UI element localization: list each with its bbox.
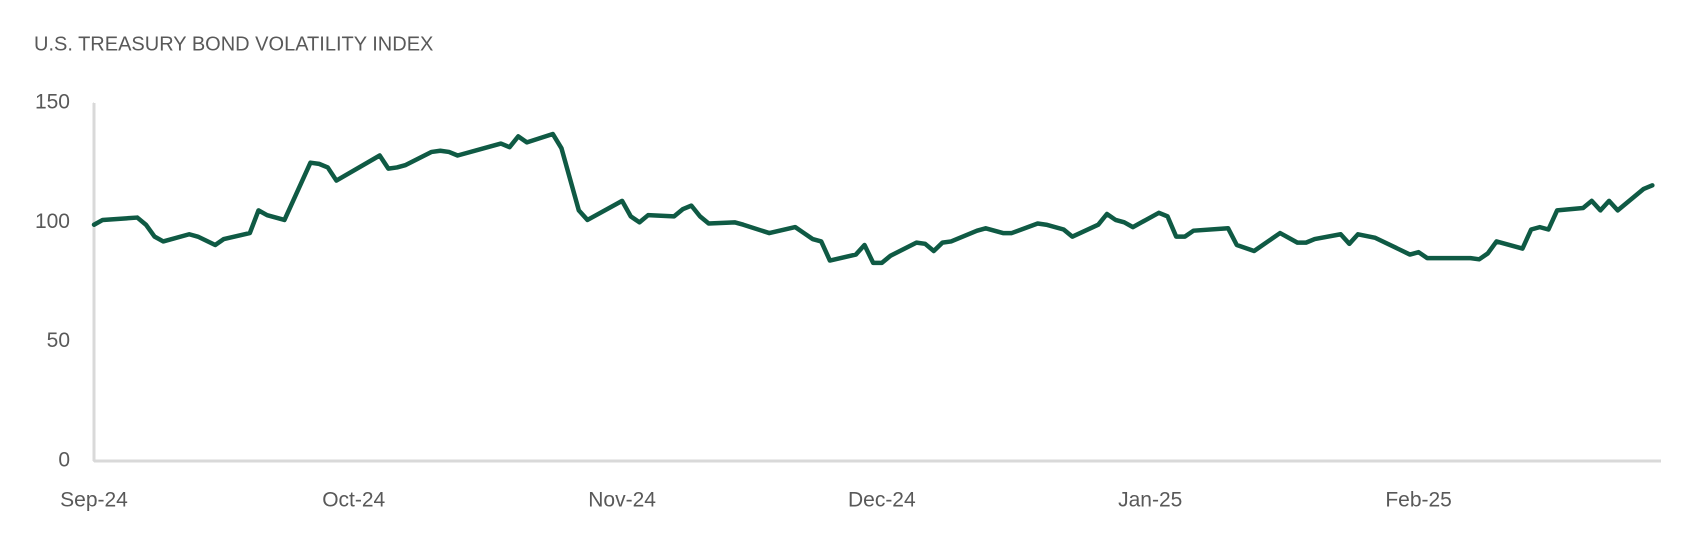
x-tick-label: Jan-25 (1118, 489, 1182, 512)
chart-title: U.S. TREASURY BOND VOLATILITY INDEX (34, 33, 433, 55)
x-tick-label: Feb-25 (1385, 489, 1452, 512)
line-series (91, 131, 1655, 266)
y-tick-label: 0 (58, 449, 70, 472)
x-tick-label: Nov-24 (588, 489, 656, 512)
y-tick-label: 50 (47, 329, 70, 352)
x-tick-label: Sep-24 (60, 489, 128, 512)
y-tick-label: 150 (35, 91, 70, 114)
x-tick-label: Oct-24 (322, 489, 385, 512)
y-tick-label: 100 (35, 210, 70, 233)
x-tick-label: Dec-24 (848, 489, 916, 512)
